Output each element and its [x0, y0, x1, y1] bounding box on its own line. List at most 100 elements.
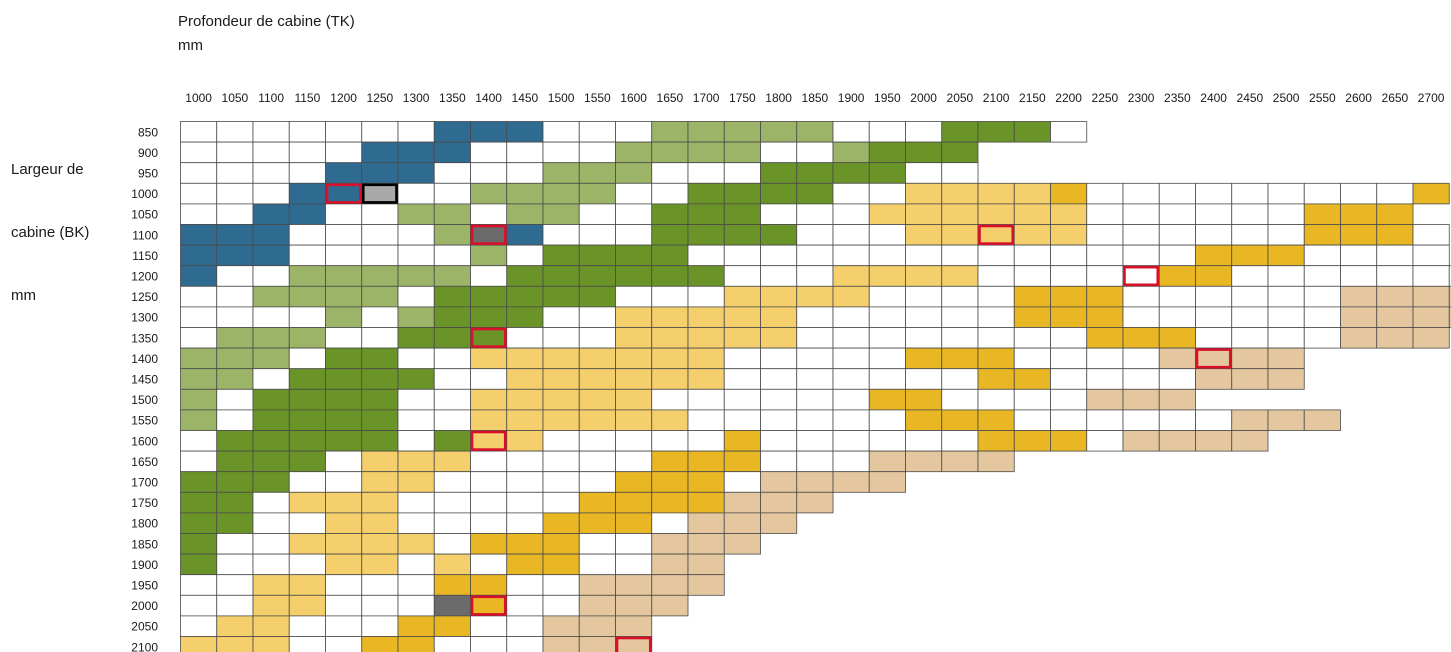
grid-cell — [288, 553, 326, 576]
x-tick-label: 2150 — [1019, 91, 1046, 105]
grid-cell — [216, 265, 254, 287]
grid-cell — [1376, 224, 1414, 246]
grid-cell — [905, 162, 943, 184]
grid-cell — [361, 594, 399, 617]
grid-cell — [1412, 327, 1450, 349]
grid-cell — [868, 224, 906, 246]
grid-cell — [723, 121, 761, 143]
grid-cell — [288, 327, 326, 349]
grid-cell — [1195, 182, 1233, 205]
grid-cell — [796, 121, 834, 143]
grid-cell — [868, 203, 906, 225]
grid-cell — [1195, 430, 1233, 452]
highlighted-cell — [1123, 265, 1160, 287]
grid-cell — [1122, 430, 1160, 452]
grid-cell — [578, 224, 616, 246]
grid-cell — [1195, 224, 1233, 246]
grid-cell — [470, 224, 508, 246]
x-tick-label: 2000 — [910, 91, 937, 105]
grid-cell — [832, 141, 870, 164]
grid-cell — [941, 409, 979, 431]
grid-cell — [905, 347, 943, 370]
title-unit: mm — [178, 37, 203, 54]
grid-cell — [180, 409, 218, 431]
grid-cell — [180, 512, 218, 534]
grid-cell — [361, 347, 399, 370]
grid-cell — [615, 121, 653, 143]
grid-cell — [433, 141, 471, 164]
grid-cell — [361, 368, 399, 390]
grid-cell — [288, 594, 326, 617]
y-tick-label: 1950 — [131, 579, 158, 593]
grid-cell — [1086, 224, 1124, 246]
grid-cell — [252, 141, 290, 164]
grid-cell — [651, 121, 689, 143]
grid-cell — [832, 327, 870, 349]
grid-cell — [216, 224, 254, 246]
grid-cell — [288, 162, 326, 184]
x-tick-label: 1550 — [584, 91, 611, 105]
grid-cell — [651, 306, 689, 328]
grid-cell — [1050, 203, 1088, 225]
grid-cell — [651, 244, 689, 267]
grid-cell — [252, 574, 290, 596]
grid-cell — [470, 285, 508, 308]
grid-cell — [325, 285, 363, 308]
grid-cell — [1376, 182, 1414, 205]
y-tick-label: 1550 — [131, 414, 158, 428]
grid-cell — [506, 368, 544, 390]
grid-cell — [1122, 306, 1160, 328]
grid-cell — [506, 224, 544, 246]
grid-cell — [651, 162, 689, 184]
x-tick-label: 2500 — [1273, 91, 1300, 105]
grid-cell — [1122, 265, 1160, 287]
x-tick-label: 2400 — [1200, 91, 1227, 105]
grid-cell — [325, 594, 363, 617]
grid-cell — [868, 162, 906, 184]
grid-cell — [1412, 265, 1450, 287]
grid-cell — [651, 471, 689, 493]
grid-cell — [180, 368, 218, 390]
grid-cell — [796, 450, 834, 473]
grid-cell — [1013, 265, 1051, 287]
grid-cell — [723, 491, 761, 514]
grid-cell — [1050, 409, 1088, 431]
grid-cell — [397, 265, 435, 287]
grid-cell — [651, 141, 689, 164]
y-tick-label: 850 — [138, 125, 158, 139]
grid-cell — [216, 615, 254, 637]
x-tick-label: 2350 — [1164, 91, 1191, 105]
grid-cell — [397, 636, 435, 652]
grid-cell — [760, 306, 798, 328]
grid-cell — [1050, 306, 1088, 328]
grid-cell — [1086, 182, 1124, 205]
grid-cell — [1158, 409, 1196, 431]
grid-cell — [578, 285, 616, 308]
grid-cell — [796, 409, 834, 431]
grid-cell — [361, 244, 399, 267]
grid-cell — [868, 388, 906, 411]
grid-cell — [615, 347, 653, 370]
grid-cell — [615, 615, 653, 637]
grid-cell — [1303, 285, 1341, 308]
grid-cell — [1231, 265, 1269, 287]
y-tick-label: 1450 — [131, 373, 158, 387]
grid-cell — [1013, 409, 1051, 431]
grid-cell — [615, 471, 653, 493]
grid-cell — [578, 553, 616, 576]
grid-cell — [433, 491, 471, 514]
grid-cell — [687, 512, 725, 534]
grid-cell — [1448, 285, 1451, 308]
grid-cell — [506, 409, 544, 431]
grid-cell — [252, 450, 290, 473]
grid-cell — [868, 306, 906, 328]
grid-cell — [868, 182, 906, 205]
grid-cell — [433, 512, 471, 534]
grid-cell — [1158, 285, 1196, 308]
grid-cell — [361, 450, 399, 473]
grid-cell — [433, 327, 471, 349]
grid-cell — [361, 182, 399, 205]
grid-cell — [506, 491, 544, 514]
x-tick-label: 1150 — [294, 91, 320, 105]
grid-cell — [1050, 430, 1088, 452]
